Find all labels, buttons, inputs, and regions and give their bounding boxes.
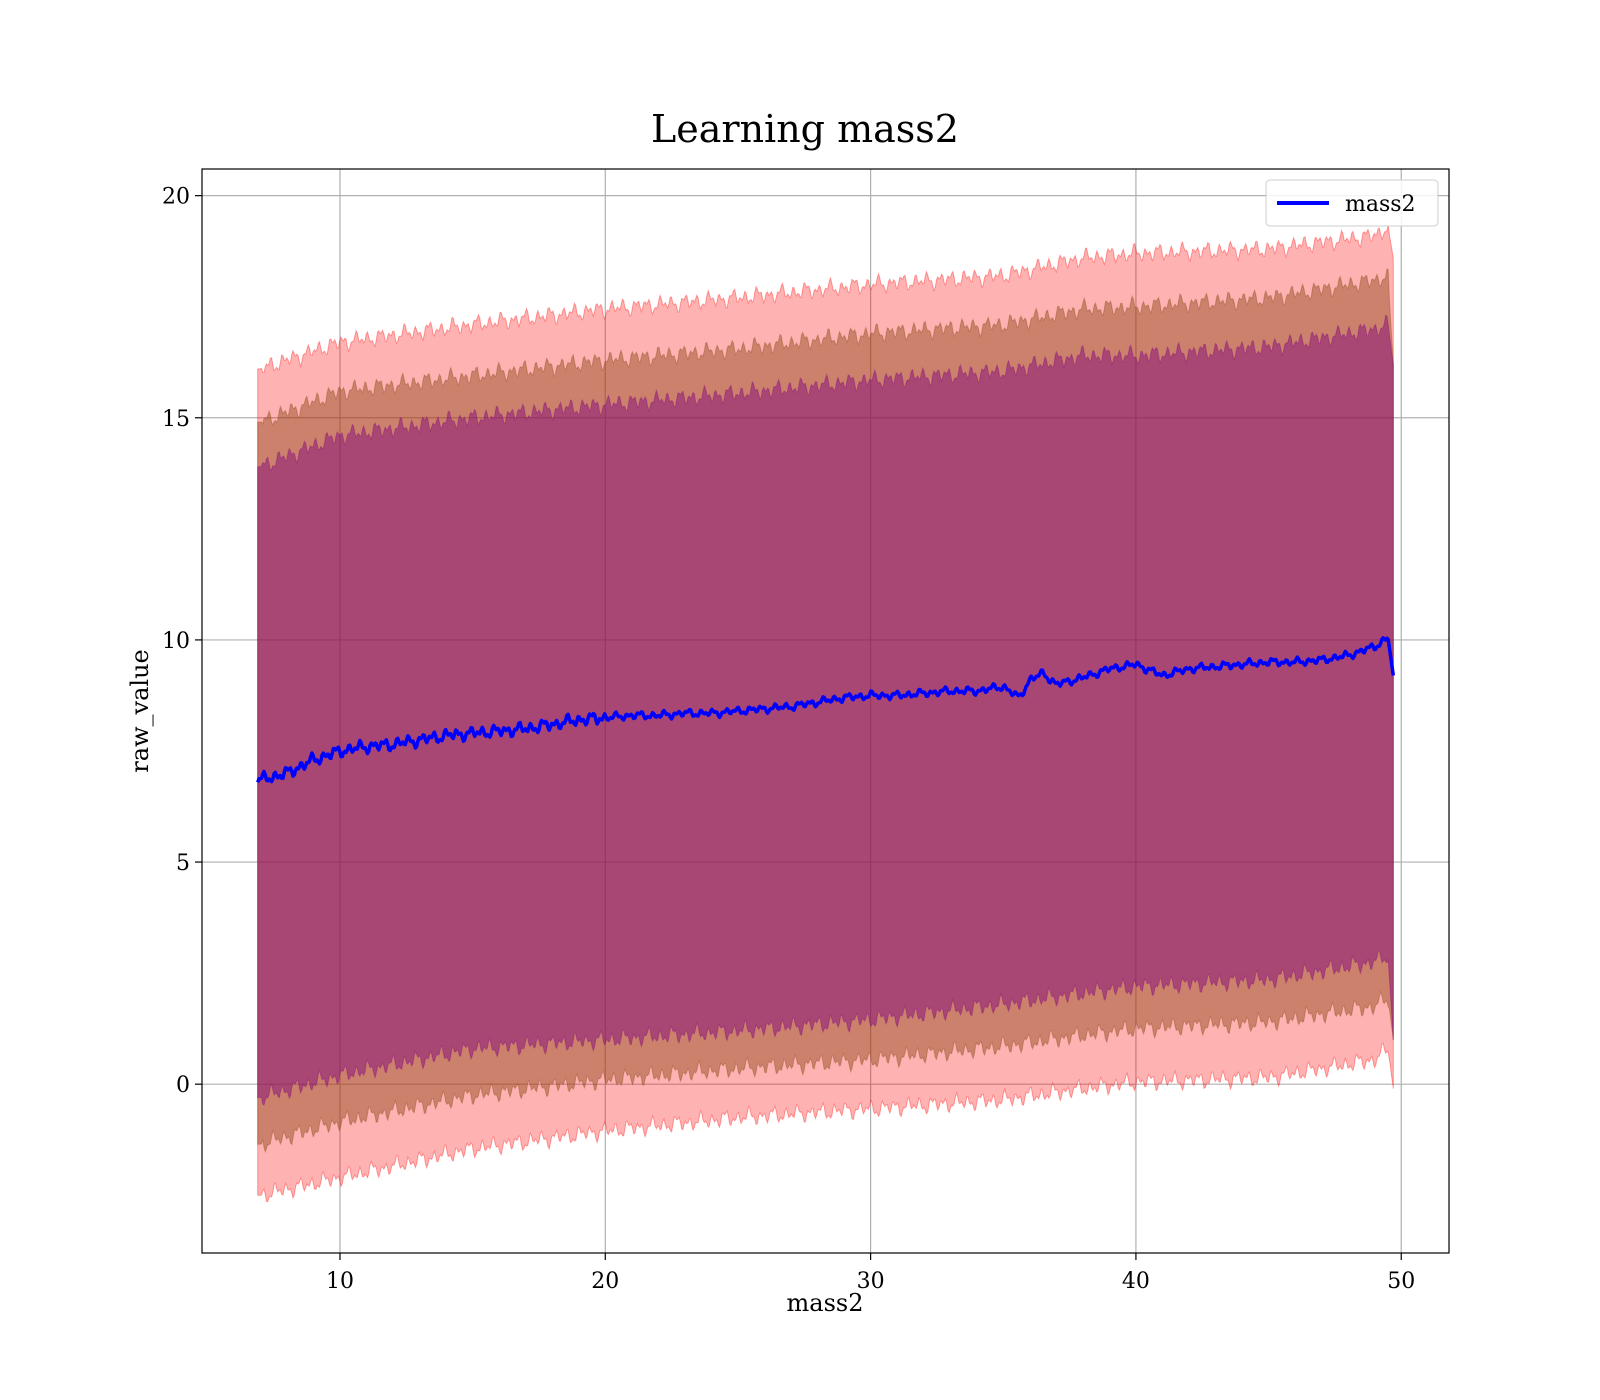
chart-title: Learning mass2 <box>651 107 959 151</box>
series-line-mass2 <box>256 636 1396 784</box>
y-tick-label-20: 20 <box>162 185 190 210</box>
x-tick-label-30: 30 <box>857 1269 885 1294</box>
y-tick-label-10: 10 <box>162 629 190 654</box>
band-middle <box>257 267 1394 1154</box>
x-tick-label-40: 40 <box>1122 1269 1150 1294</box>
confidence-bands <box>257 224 1394 1202</box>
x-tick-label-50: 50 <box>1387 1269 1415 1294</box>
band-outer <box>257 224 1394 1202</box>
plot-frame <box>201 168 1450 1254</box>
legend-box <box>1265 179 1439 227</box>
legend: mass2 <box>1265 179 1439 227</box>
x-tick-label-20: 20 <box>591 1269 619 1294</box>
grid <box>202 169 1449 1253</box>
y-axis-label: raw_value <box>126 649 154 773</box>
series-lines <box>256 636 1396 784</box>
y-tick-label-5: 5 <box>176 851 190 876</box>
y-tick-label-0: 0 <box>176 1073 190 1098</box>
x-axis-label: mass2 <box>787 1289 864 1317</box>
x-tick-label-10: 10 <box>326 1269 354 1294</box>
legend-label-mass2: mass2 <box>1345 192 1416 217</box>
band-inner <box>257 314 1394 1106</box>
axis-ticks: 10 20 30 40 50 0 5 10 15 20 <box>162 185 1415 1294</box>
y-tick-label-15: 15 <box>162 407 190 432</box>
